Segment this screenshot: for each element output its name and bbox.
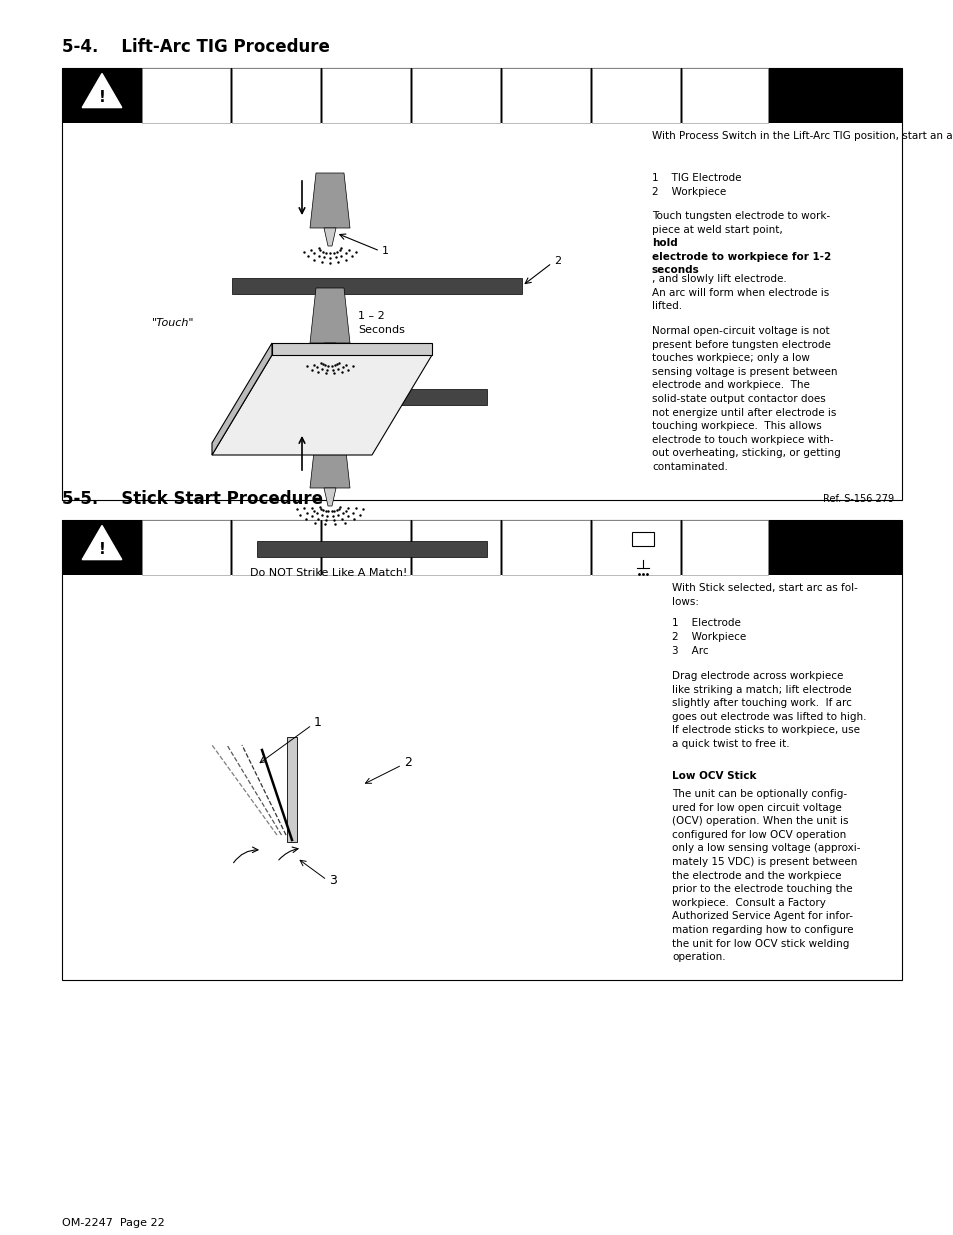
Bar — [142, 68, 230, 124]
Text: 2: 2 — [554, 256, 560, 266]
Bar — [62, 68, 901, 124]
Polygon shape — [272, 343, 432, 354]
Polygon shape — [82, 74, 122, 107]
Polygon shape — [310, 173, 350, 228]
Bar — [412, 520, 499, 576]
Text: 3: 3 — [329, 873, 336, 887]
Bar — [232, 520, 319, 576]
Text: 2: 2 — [403, 757, 412, 769]
Polygon shape — [212, 354, 432, 454]
Text: 1 – 2
Seconds: 1 – 2 Seconds — [357, 311, 404, 335]
Polygon shape — [82, 526, 122, 559]
Text: Normal open-circuit voltage is not
present before tungsten electrode
touches wor: Normal open-circuit voltage is not prese… — [651, 326, 840, 472]
Bar — [631, 532, 654, 546]
Bar — [62, 68, 901, 500]
Bar — [62, 520, 901, 576]
Text: "Touch": "Touch" — [152, 317, 194, 329]
Text: Ref. S-156 279: Ref. S-156 279 — [822, 494, 893, 504]
Bar — [501, 68, 589, 124]
Text: OM-2247  Page 22: OM-2247 Page 22 — [62, 1218, 165, 1228]
Text: The unit can be optionally config-
ured for low open circuit voltage
(OCV) opera: The unit can be optionally config- ured … — [671, 789, 860, 962]
Bar — [256, 541, 486, 557]
Bar — [232, 278, 521, 294]
Bar — [412, 68, 499, 124]
Text: 5-4.    Lift-Arc TIG Procedure: 5-4. Lift-Arc TIG Procedure — [62, 38, 330, 56]
Polygon shape — [324, 228, 335, 246]
Text: 2    Workpiece: 2 Workpiece — [651, 186, 725, 198]
Bar — [287, 737, 296, 842]
Text: !: ! — [98, 90, 106, 105]
Bar — [592, 520, 679, 576]
Polygon shape — [212, 343, 272, 454]
Polygon shape — [324, 343, 335, 361]
Bar — [681, 520, 767, 576]
Text: Low OCV Stick: Low OCV Stick — [671, 771, 756, 781]
Polygon shape — [324, 488, 335, 506]
Text: 3    Arc: 3 Arc — [671, 646, 708, 656]
Bar — [62, 520, 901, 981]
Bar — [681, 68, 767, 124]
Bar — [322, 68, 410, 124]
Text: Touch tungsten electrode to work-
piece at weld start point,: Touch tungsten electrode to work- piece … — [651, 211, 829, 235]
Text: With Process Switch in the Lift-Arc TIG position, start an arc as follows:: With Process Switch in the Lift-Arc TIG … — [651, 131, 953, 141]
Bar — [592, 68, 679, 124]
Bar — [142, 520, 230, 576]
Text: 1    TIG Electrode: 1 TIG Electrode — [651, 173, 740, 183]
Bar — [256, 389, 486, 405]
Text: hold
electrode to workpiece for 1-2
seconds: hold electrode to workpiece for 1-2 seco… — [651, 238, 830, 275]
Bar — [322, 520, 410, 576]
Text: 1: 1 — [381, 246, 389, 256]
Bar — [232, 68, 319, 124]
Polygon shape — [310, 288, 350, 343]
Text: !: ! — [98, 542, 106, 557]
Bar — [501, 520, 589, 576]
Text: Drag electrode across workpiece
like striking a match; lift electrode
slightly a: Drag electrode across workpiece like str… — [671, 671, 865, 748]
Text: 1    Electrode: 1 Electrode — [671, 618, 740, 629]
Polygon shape — [310, 433, 350, 488]
Text: 1: 1 — [314, 716, 321, 730]
Text: Do NOT Strike Like A Match!: Do NOT Strike Like A Match! — [250, 568, 407, 578]
Text: With Stick selected, start arc as fol-
lows:: With Stick selected, start arc as fol- l… — [671, 583, 857, 606]
Text: 5-5.    Stick Start Procedure: 5-5. Stick Start Procedure — [62, 490, 323, 508]
Text: , and slowly lift electrode.
An arc will form when electrode is
lifted.: , and slowly lift electrode. An arc will… — [651, 274, 828, 311]
Text: 2    Workpiece: 2 Workpiece — [671, 632, 745, 642]
